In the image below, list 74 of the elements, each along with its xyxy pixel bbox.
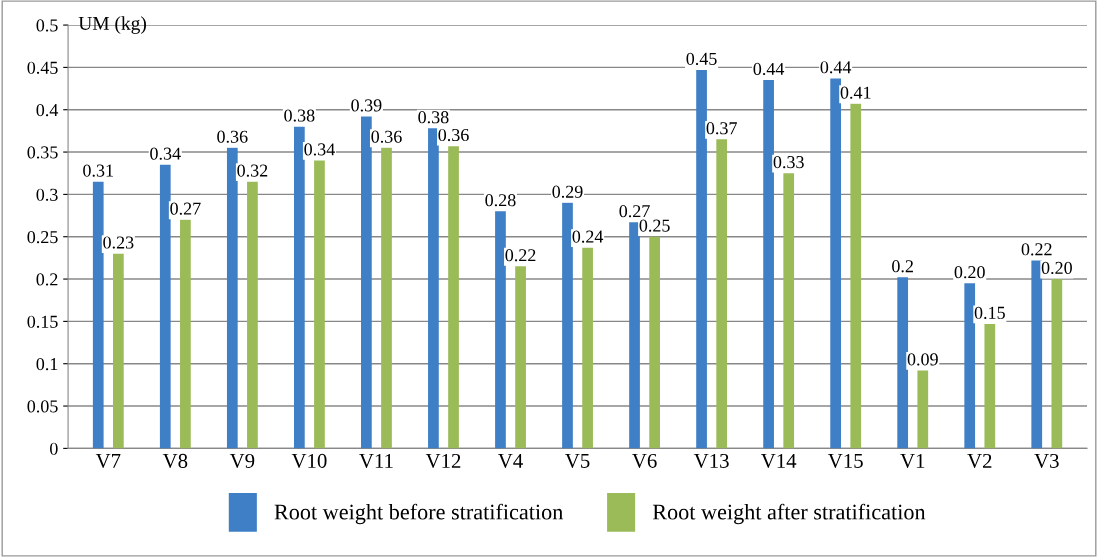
data-label: 0.09 [907,353,938,366]
x-tick-label: V7 [95,454,121,469]
data-label: 0.45 [686,52,717,65]
data-label: 0.39 [351,99,382,112]
data-label: 0.33 [773,155,804,169]
data-label: 0.38 [418,111,449,124]
data-label: 0.24 [572,230,604,243]
data-label: 0.15 [974,306,1005,319]
y-tick-label: 0.4 [36,103,59,117]
x-tick-label: V6 [632,453,657,469]
bar [964,283,976,449]
data-label: 0.44 [820,61,852,74]
bar [649,236,660,449]
bar [226,147,238,449]
data-label: 0.38 [284,109,315,122]
x-tick-label: V9 [229,453,255,469]
x-tick-label: V14 [760,453,797,469]
data-label: 0.36 [371,130,402,143]
data-label: 0.36 [217,130,248,143]
y-tick-label: 0.25 [27,230,58,244]
x-tick-label: V13 [693,453,729,469]
legend-label: Root weight before stratification [274,503,564,525]
y-tick-label: 0.05 [27,400,58,413]
data-label: 0.37 [706,122,737,135]
data-label: 0.23 [103,236,134,249]
data-label: 0.44 [753,62,785,76]
data-label: 0.31 [83,164,113,177]
data-label: 0.2 [892,260,913,273]
x-tick-label: V11 [359,453,393,469]
data-label: 0.20 [1041,261,1072,275]
bar [515,266,526,449]
data-label: 0.36 [438,128,469,142]
bar [763,80,774,449]
y-tick-label: 0.3 [36,188,58,201]
data-label: 0.27 [619,205,650,218]
bar [247,181,258,449]
data-label: 0.22 [1021,243,1052,256]
x-tick-label: V5 [565,454,590,469]
bar [830,78,841,449]
data-label: 0.34 [150,147,181,160]
x-tick-label: V4 [498,453,523,469]
data-label: 0.28 [485,194,516,207]
x-tick-label: V1 [900,453,925,469]
data-label: 0.41 [840,86,871,99]
y-tick-label: 0.1 [36,357,58,371]
bar [448,146,459,449]
y-tick-label: 0.5 [36,19,58,32]
bar [159,164,171,449]
data-label: 0.34 [304,143,335,156]
data-label: 0.32 [237,164,268,177]
bar [293,126,305,449]
y-tick-label: 0.15 [27,315,58,328]
data-label: 0.25 [639,219,670,232]
data-label: 0.20 [954,266,985,279]
y-axis-title: UM (kg) [78,16,146,34]
bar [495,211,506,449]
x-tick-label: V12 [425,453,461,469]
bar [361,116,372,449]
x-tick-label: V8 [162,453,188,469]
bar [716,139,728,449]
y-tick-label: 0.35 [27,146,58,159]
data-label: 0.29 [552,185,583,198]
x-tick-label: V15 [827,453,863,469]
x-tick-label: V2 [967,453,992,469]
data-label: 0.22 [505,249,536,262]
bar [428,128,439,449]
bar [783,173,795,449]
x-tick-label: V3 [1034,453,1059,469]
legend-label: Root weight after stratification [652,503,926,525]
y-tick-label: 0 [50,442,58,455]
y-tick-label: 0.2 [36,273,58,286]
data-label: 0.27 [170,202,201,215]
x-tick-label: V10 [291,453,327,469]
y-tick-label: 0.45 [27,61,58,74]
